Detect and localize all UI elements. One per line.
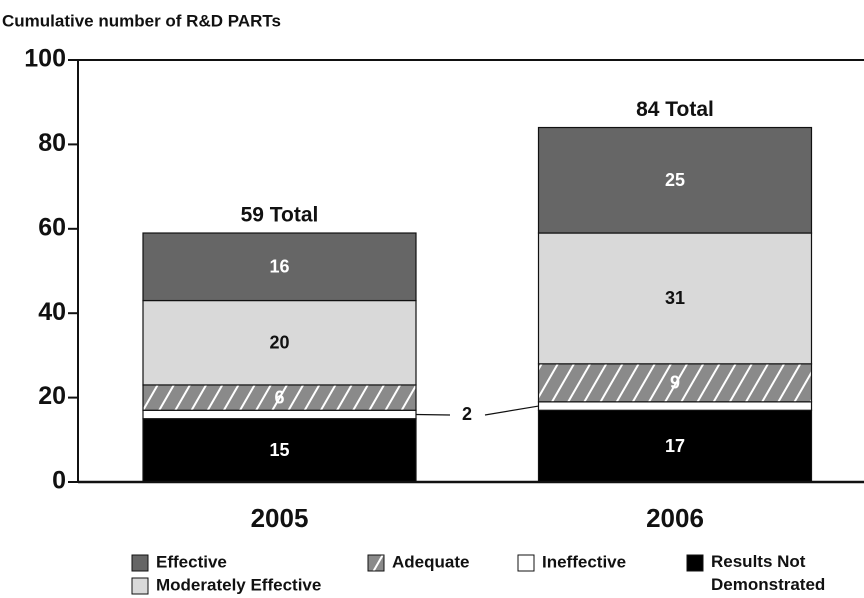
legend-swatch	[131, 554, 149, 572]
total-label: 59 Total	[241, 204, 319, 227]
bar-segment	[537, 126, 813, 234]
legend-label: Results Not Demonstrated	[711, 552, 825, 594]
legend-swatch	[131, 577, 149, 595]
bar-segment	[142, 299, 417, 386]
legend-label: Ineffective	[542, 552, 626, 571]
value-label: 2	[462, 404, 472, 424]
callout-line	[484, 405, 539, 416]
bar-segment	[142, 409, 417, 420]
value-label: 17	[665, 436, 685, 456]
y-tick-label: 60	[38, 213, 66, 241]
legend-label: Effective	[156, 552, 227, 571]
x-tick-label: 2005	[251, 503, 309, 533]
bar-segment	[537, 401, 813, 411]
callout-line	[415, 413, 451, 416]
value-label: 15	[269, 440, 289, 460]
chart-title: Cumulative number of R&D PARTs	[2, 11, 281, 30]
total-label: 84 Total	[636, 98, 714, 121]
value-label: 31	[665, 288, 685, 308]
legend-swatch	[517, 554, 535, 572]
bar-segment	[142, 384, 417, 411]
value-label: 9	[670, 373, 680, 393]
x-tick-label: 2006	[646, 503, 704, 533]
legend-label: Moderately Effective	[156, 575, 321, 594]
legend-swatch	[686, 554, 704, 572]
bar-segment	[142, 232, 417, 302]
value-label: 25	[665, 170, 685, 190]
value-label: 16	[269, 257, 289, 277]
bar-segment	[537, 409, 813, 483]
y-tick-label: 100	[24, 45, 66, 73]
y-tick-label: 80	[38, 129, 66, 157]
legend-label: Adequate	[392, 552, 469, 571]
value-label: 6	[274, 387, 284, 407]
y-tick-label: 20	[38, 382, 66, 410]
legend-swatch	[367, 554, 385, 572]
bar-segment	[142, 418, 417, 483]
value-label: 20	[269, 332, 289, 352]
y-tick-label: 40	[38, 298, 66, 326]
y-tick-label: 0	[52, 467, 66, 495]
